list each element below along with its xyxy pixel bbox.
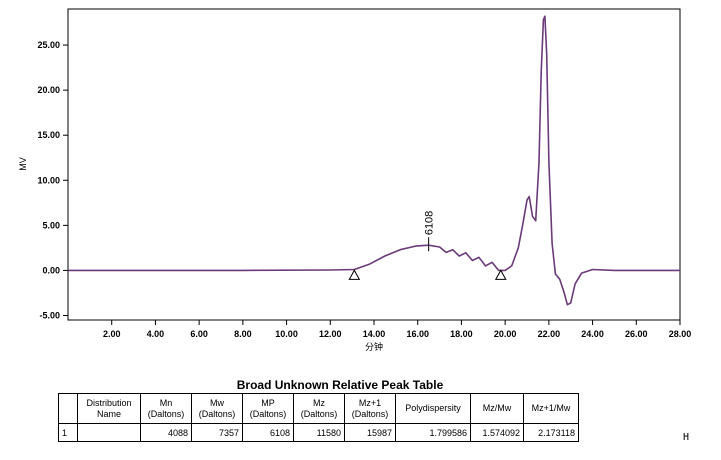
peak-annotation-group: 6108 [424, 211, 436, 252]
y-tick-label: -5.00 [39, 310, 60, 320]
header-mp: MP (Daltons) [242, 393, 294, 424]
x-axis-ticks: 2.00 4.00 6.00 8.00 10.00 12.00 14.00 16.00 18.0… [103, 320, 691, 339]
cell-mp: 6108 [242, 423, 294, 442]
header-mw: Mw (Daltons) [191, 393, 243, 424]
x-tick-label: 28.00 [669, 329, 692, 339]
x-axis-label: 分钟 [365, 341, 383, 352]
peak-label: 6108 [424, 211, 436, 235]
x-tick-label: 10.00 [275, 329, 298, 339]
header-mz1: Mz+1 (Daltons) [344, 393, 396, 424]
cell-index: 1 [58, 423, 78, 442]
y-tick-label: 20.00 [37, 85, 60, 95]
baseline-marker [494, 269, 507, 280]
y-axis-label: MV [18, 157, 28, 171]
cell-mz1: 15987 [344, 423, 396, 442]
peak-table: Distribution Name Mn (Daltons) Mw (Dalto… [58, 393, 579, 442]
x-tick-label: 14.00 [363, 329, 386, 339]
cell-distribution-name [77, 423, 141, 442]
table-row: 1 4088 7357 6108 11580 15987 1.799586 1.… [58, 423, 579, 442]
series-group [68, 15, 680, 306]
plot-frame [67, 8, 681, 321]
x-tick-label: 20.00 [494, 329, 517, 339]
corner-marker-text: H [683, 432, 690, 443]
cell-polydispersity: 1.799586 [395, 423, 471, 442]
cell-mz-mw: 1.574092 [470, 423, 524, 442]
x-tick-label: 18.00 [450, 329, 473, 339]
x-tick-label: 22.00 [538, 329, 561, 339]
table-title: Broad Unknown Relative Peak Table [236, 378, 444, 392]
baseline-markers [348, 269, 507, 280]
y-tick-label: 5.00 [42, 220, 60, 230]
header-index [58, 393, 78, 424]
y-tick-label: 10.00 [37, 175, 60, 185]
cell-mw: 7357 [191, 423, 243, 442]
y-tick-label: 25.00 [37, 40, 60, 50]
header-mz: Mz (Daltons) [293, 393, 345, 424]
series-line [68, 15, 680, 306]
x-tick-label: 16.00 [406, 329, 429, 339]
x-tick-label: 4.00 [147, 329, 165, 339]
header-mz1-mw: Mz+1/Mw [523, 393, 579, 424]
chromatogram-chart: 2.00 4.00 6.00 8.00 10.00 12.00 14.00 16.00 18.0… [18, 8, 691, 352]
y-tick-label: 0.00 [42, 265, 60, 275]
x-tick-label: 2.00 [103, 329, 121, 339]
header-mn: Mn (Daltons) [140, 393, 192, 424]
x-tick-label: 12.00 [319, 329, 342, 339]
cell-mz: 11580 [293, 423, 345, 442]
baseline-marker [348, 269, 361, 280]
x-tick-label: 8.00 [234, 329, 252, 339]
x-tick-label: 26.00 [625, 329, 648, 339]
cell-mz1-mw: 2.173118 [523, 423, 579, 442]
header-polydispersity: Polydispersity [395, 393, 471, 424]
table-header-row: Distribution Name Mn (Daltons) Mw (Dalto… [58, 393, 579, 424]
cell-mn: 4088 [140, 423, 192, 442]
header-mz-mw: Mz/Mw [470, 393, 524, 424]
y-tick-label: 15.00 [37, 130, 60, 140]
header-distribution-name: Distribution Name [77, 393, 141, 424]
x-tick-label: 24.00 [581, 329, 604, 339]
x-tick-label: 6.00 [190, 329, 208, 339]
y-axis-ticks: -5.00 0.00 5.00 10.00 15.00 20.00 25.00 [37, 40, 68, 320]
